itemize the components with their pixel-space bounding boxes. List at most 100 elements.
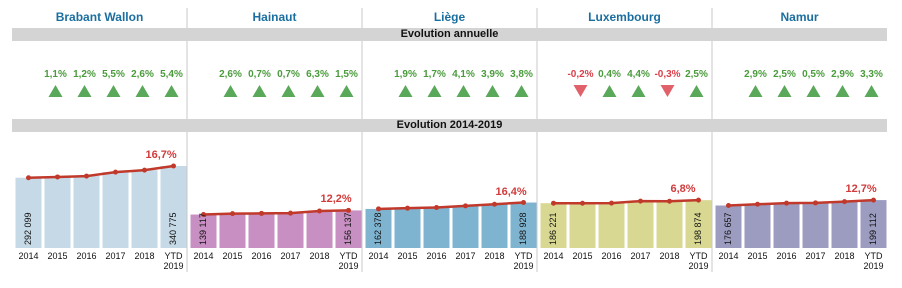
x-tick-label: YTD 2019: [338, 251, 359, 271]
trend-arrow: [514, 85, 529, 97]
trend-line: [28, 164, 174, 179]
trend-arrow: [310, 85, 325, 97]
bar-value-label: 198 874: [692, 212, 703, 245]
trend-arrow: [806, 85, 821, 97]
x-tick-label: 2018: [309, 251, 330, 261]
x-tick-label: 2014: [368, 251, 389, 261]
trend-line: [203, 209, 349, 216]
trend-point: [784, 200, 789, 206]
trend-line: [378, 201, 524, 211]
total-change-label: 16,7%: [145, 149, 177, 161]
bar: [481, 204, 508, 248]
bar: [44, 176, 71, 248]
x-tick-label: YTD 2019: [688, 251, 709, 271]
x-tick-label: 2018: [484, 251, 505, 261]
panel-title: Luxembourg: [588, 10, 661, 24]
bar: [73, 176, 100, 248]
bar: [160, 166, 187, 248]
x-tick-label: 2017: [105, 251, 126, 261]
trend-point: [638, 198, 643, 204]
trend-arrow: [427, 85, 442, 97]
x-tick-label: 2016: [251, 251, 272, 261]
bar: [306, 210, 333, 248]
x-tick-label: 2014: [193, 251, 214, 261]
trend-arrow: [281, 85, 296, 97]
x-tick-label: 2015: [222, 251, 243, 261]
trend-arrow: [252, 85, 267, 97]
annual-change-label: 2,9%: [831, 69, 854, 80]
bar: [715, 205, 742, 248]
trend-point: [259, 210, 264, 216]
bar: [569, 203, 596, 248]
bar: [831, 201, 858, 248]
total-change-label: 12,2%: [320, 193, 352, 206]
x-tick-label: 2018: [834, 251, 855, 261]
trend-point: [113, 169, 118, 175]
bar: [685, 200, 712, 248]
trend-point: [463, 203, 468, 209]
x-tick-label: 2015: [572, 251, 593, 261]
bar: [510, 202, 537, 248]
trend-point: [813, 200, 818, 206]
trend-point: [755, 201, 760, 207]
x-tick-label: 2014: [543, 251, 564, 261]
x-tick-label: 2017: [630, 251, 651, 261]
trend-point: [376, 206, 381, 212]
bar: [423, 207, 450, 248]
x-tick-label: 2017: [805, 251, 826, 261]
trend-arrow: [164, 85, 179, 97]
bar-value-label: 292 099: [22, 212, 33, 245]
x-tick-label: 2018: [134, 251, 155, 261]
annual-change-label: 4,4%: [627, 69, 650, 80]
trend-point: [405, 205, 410, 211]
trend-point: [84, 173, 89, 179]
trend-point: [317, 208, 322, 214]
annual-change-label: 3,9%: [481, 69, 504, 80]
trend-point: [434, 205, 439, 211]
trend-arrow: [631, 85, 646, 97]
annual-change-label: 2,5%: [685, 69, 708, 80]
x-tick-label: 2015: [747, 251, 768, 261]
trend-arrow: [77, 85, 92, 97]
panel-title: Liège: [433, 10, 466, 24]
bar: [190, 214, 217, 248]
trend-arrow: [135, 85, 150, 97]
trend-arrow: [48, 85, 63, 97]
total-change-label: 6,8%: [670, 183, 696, 196]
trend-point: [142, 167, 147, 173]
bar-value-label: 156 137: [342, 212, 353, 245]
section-band: Evolution 2014-2019: [12, 119, 887, 132]
bar: [277, 213, 304, 248]
bar: [627, 201, 654, 248]
bar-value-label: 199 112: [867, 213, 878, 245]
annual-change-label: 2,6%: [219, 69, 242, 80]
trend-point: [171, 163, 176, 169]
trend-arrow: [777, 85, 792, 97]
trend-point: [55, 174, 60, 180]
bar: [452, 205, 479, 248]
x-tick-label: 2015: [397, 251, 418, 261]
section-band: Evolution annuelle: [12, 28, 887, 41]
annual-change-label: 5,5%: [102, 69, 125, 80]
trend-point: [871, 197, 876, 203]
trend-point: [230, 211, 235, 217]
annual-change-label: 5,4%: [160, 69, 183, 80]
trend-point: [492, 201, 497, 207]
trend-arrow: [456, 85, 471, 97]
trend-point: [609, 200, 614, 206]
x-tick-label: YTD 2019: [863, 251, 884, 271]
x-tick-label: 2017: [455, 251, 476, 261]
trend-point: [667, 198, 672, 204]
x-tick-label: YTD 2019: [163, 251, 184, 271]
trend-arrow: [106, 85, 121, 97]
annual-change-label: 2,6%: [131, 69, 154, 80]
annual-change-label: 4,1%: [452, 69, 475, 80]
bar: [219, 213, 246, 248]
annual-change-label: 3,3%: [860, 69, 883, 80]
trend-arrow: [223, 85, 238, 97]
annual-change-label: 1,9%: [394, 69, 417, 80]
trend-arrow: [748, 85, 763, 97]
bar: [802, 202, 829, 248]
annual-change-label: 3,8%: [510, 69, 533, 80]
